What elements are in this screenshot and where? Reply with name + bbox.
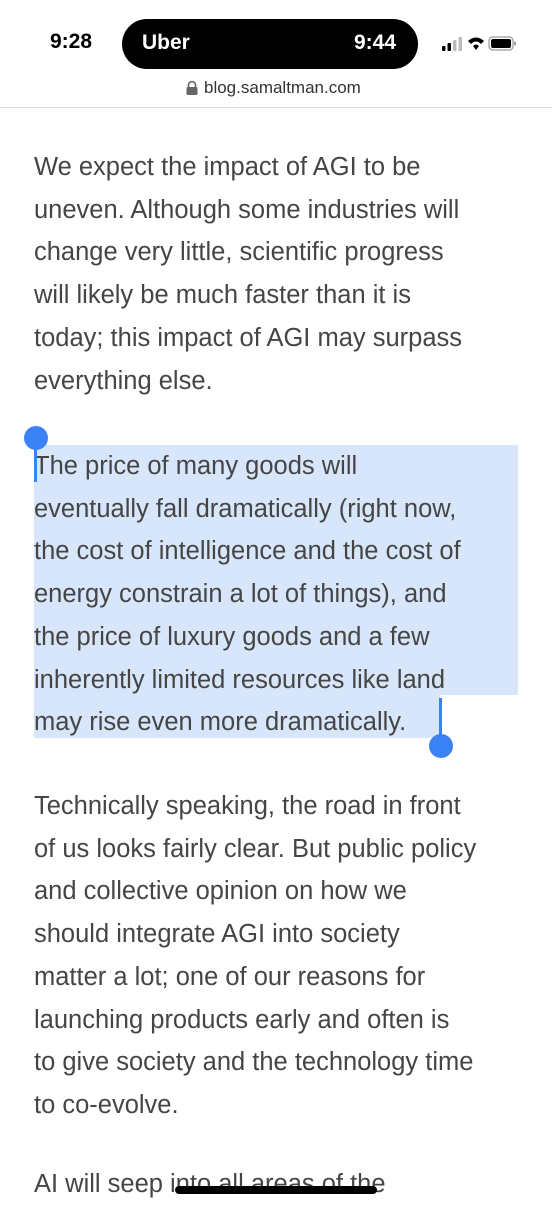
status-icons <box>442 36 516 51</box>
battery-level <box>491 39 511 48</box>
selection-start-handle[interactable] <box>24 426 48 450</box>
text-line: eventually fall dramatically (right now, <box>34 494 457 523</box>
selection-highlight <box>34 445 518 695</box>
text-line: everything else. <box>34 366 213 395</box>
text-line: The price of many goods will <box>34 452 358 480</box>
divider <box>0 107 552 108</box>
url[interactable]: blog.samaltman.com <box>204 78 361 97</box>
selection-start-bar <box>34 440 37 482</box>
selection-end-bar <box>439 698 442 742</box>
text-line: the price of luxury goods and a few <box>34 622 430 651</box>
text-line: energy constrain a lot of things), and <box>34 580 447 609</box>
text-line: and collective opinion on how we <box>34 877 407 906</box>
text-line: to give society and the technology time <box>34 1048 474 1077</box>
text-line: inherently limited resources like land <box>34 665 446 694</box>
text-line: of us looks fairly clear. But public pol… <box>34 834 477 863</box>
signal-bar <box>442 46 446 51</box>
selection-end-handle[interactable] <box>429 734 453 758</box>
text-line: matter a lot; one of our reasons for <box>34 962 426 991</box>
text-line: change very little, scientific progress <box>34 238 444 267</box>
text-line: Technically speaking, the road in front <box>34 792 461 820</box>
signal-bar <box>453 40 457 51</box>
home-indicator[interactable] <box>175 1186 377 1194</box>
text-line: launching products early and often is <box>34 1005 450 1034</box>
status-time: 9:28 <box>49 30 93 53</box>
activity-app: Uber <box>142 31 190 54</box>
battery-tip <box>514 41 516 46</box>
text-line: may rise even more dramatically. <box>34 708 407 737</box>
signal-bar <box>458 37 462 51</box>
battery <box>488 36 514 51</box>
wifi-icon <box>468 37 484 50</box>
dynamic-island[interactable] <box>122 19 418 69</box>
text-line: today; this impact of AGI may surpass <box>34 323 463 352</box>
text-line: should integrate AGI into society <box>34 920 400 949</box>
text-line: to co-evolve. <box>34 1090 179 1119</box>
text-line: uneven. Although some industries will <box>34 195 460 224</box>
text-line: We expect the impact of AGI to be <box>34 153 421 181</box>
selection-highlight <box>34 695 440 738</box>
text-line: will likely be much faster than it is <box>34 281 411 310</box>
activity-time: 9:44 <box>354 31 397 54</box>
signal-bar <box>447 43 451 51</box>
text-line: the cost of intelligence and the cost of <box>34 537 461 566</box>
lock-icon <box>186 80 198 95</box>
